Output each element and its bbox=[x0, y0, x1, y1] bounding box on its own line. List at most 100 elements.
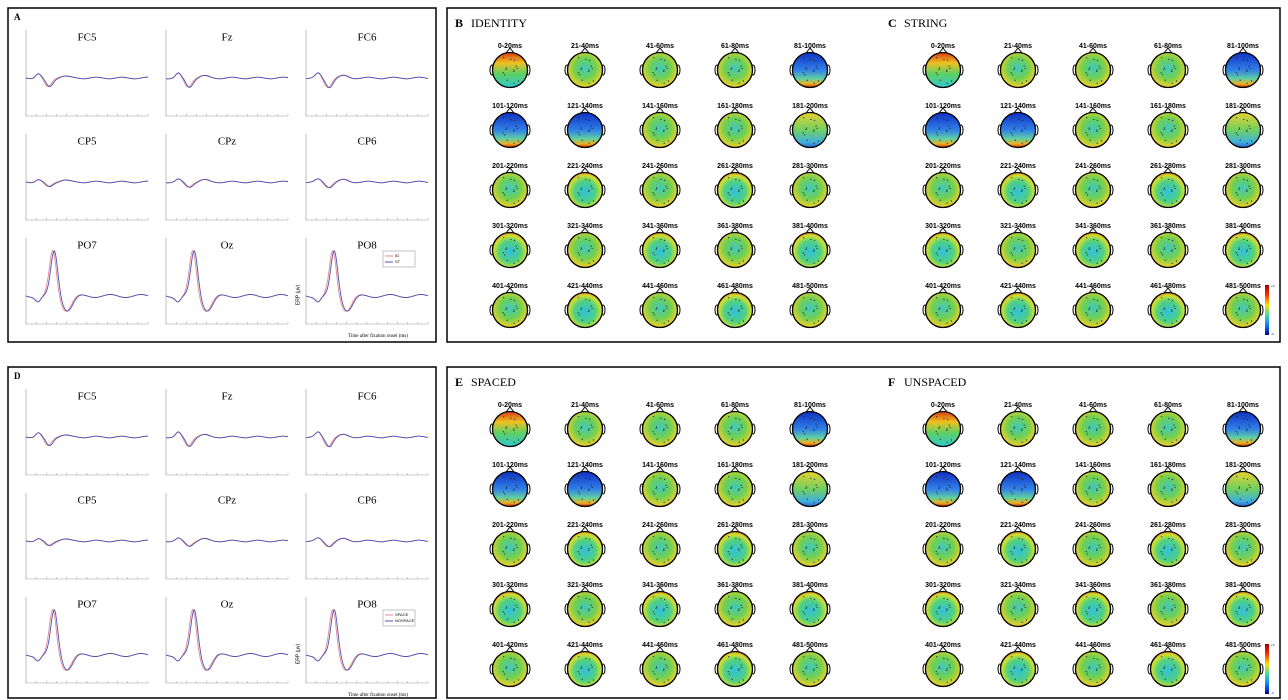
electrode bbox=[1096, 489, 1098, 491]
electrode bbox=[1099, 606, 1101, 609]
electrode bbox=[1175, 679, 1178, 681]
electrode bbox=[505, 667, 507, 669]
waveform bbox=[305, 609, 429, 671]
electrode bbox=[513, 681, 515, 683]
electrode bbox=[806, 558, 808, 560]
head-nose bbox=[655, 406, 665, 413]
electrode bbox=[1250, 320, 1253, 322]
electrode bbox=[1246, 262, 1248, 264]
electrode bbox=[1096, 250, 1098, 252]
electrode bbox=[502, 237, 505, 239]
electrode bbox=[660, 657, 662, 660]
colorbar-label: -3 bbox=[1271, 691, 1274, 695]
channel-label: Fz bbox=[222, 32, 233, 44]
time-window-label: 161-180ms bbox=[1150, 103, 1186, 110]
time-window-label: 241-260ms bbox=[1075, 522, 1111, 529]
electrode bbox=[590, 185, 592, 187]
electrode bbox=[1021, 429, 1023, 431]
channel-label: CP6 bbox=[358, 495, 377, 507]
electrode bbox=[581, 199, 583, 201]
head-nose bbox=[938, 167, 948, 174]
electrode bbox=[652, 476, 655, 478]
electrode bbox=[1168, 298, 1170, 301]
electrode bbox=[516, 67, 518, 70]
electrode bbox=[950, 80, 953, 82]
head-nose bbox=[655, 227, 665, 234]
electrode bbox=[1087, 314, 1089, 316]
electrode bbox=[817, 200, 820, 202]
electrode bbox=[1010, 57, 1013, 59]
panel-letter: E bbox=[455, 375, 463, 389]
electrode bbox=[513, 202, 515, 204]
electrode bbox=[727, 596, 730, 598]
electrode bbox=[1163, 667, 1165, 669]
electrode bbox=[949, 546, 951, 549]
electrode bbox=[580, 427, 582, 429]
electrode bbox=[1012, 74, 1014, 76]
electrode bbox=[1235, 57, 1238, 59]
electrode bbox=[663, 189, 665, 191]
electrode bbox=[738, 538, 741, 541]
electrode bbox=[1096, 548, 1098, 550]
electrode bbox=[1013, 426, 1016, 428]
electrode bbox=[802, 536, 805, 538]
electrode bbox=[1089, 259, 1091, 261]
head-nose bbox=[580, 167, 590, 174]
electrode bbox=[730, 187, 733, 189]
topo-map bbox=[924, 171, 962, 209]
electrode bbox=[1093, 597, 1095, 600]
electrode bbox=[937, 314, 939, 316]
electrode bbox=[813, 69, 815, 71]
electrode bbox=[813, 249, 815, 251]
electrode bbox=[1014, 79, 1016, 81]
time-window-label: 281-300ms bbox=[1225, 522, 1261, 529]
electrode bbox=[1087, 673, 1089, 675]
electrode bbox=[655, 127, 658, 129]
electrode bbox=[1100, 80, 1103, 82]
electrode bbox=[1087, 134, 1089, 136]
electrode bbox=[1243, 118, 1245, 121]
electrode bbox=[655, 486, 658, 488]
electrode bbox=[579, 433, 581, 435]
electrode bbox=[1100, 439, 1103, 441]
electrode bbox=[1171, 59, 1174, 62]
electrode bbox=[1014, 498, 1016, 500]
electrode bbox=[741, 307, 743, 310]
electrode bbox=[806, 438, 808, 440]
electrode bbox=[939, 438, 941, 440]
electrode bbox=[727, 132, 729, 134]
electrode bbox=[517, 559, 520, 561]
electrode bbox=[946, 189, 948, 191]
electrode bbox=[1096, 428, 1098, 430]
electrode bbox=[805, 187, 808, 189]
topo-map bbox=[491, 171, 529, 209]
electrode bbox=[727, 117, 730, 119]
electrode bbox=[505, 248, 507, 250]
electrode bbox=[513, 239, 516, 242]
electrode bbox=[943, 477, 945, 480]
electrode bbox=[1085, 192, 1087, 194]
head-nose bbox=[805, 107, 815, 114]
electrode bbox=[738, 179, 741, 182]
topo-map bbox=[791, 111, 829, 149]
electrode bbox=[663, 179, 666, 182]
electrode bbox=[1246, 621, 1248, 623]
electrode bbox=[802, 252, 804, 254]
head-nose bbox=[1238, 287, 1248, 294]
electrode bbox=[1012, 314, 1014, 316]
electrode bbox=[935, 611, 937, 613]
electrode bbox=[1235, 117, 1238, 119]
electrode bbox=[810, 657, 812, 660]
electrode bbox=[1021, 609, 1023, 611]
electrode bbox=[813, 322, 815, 324]
electrode bbox=[948, 245, 950, 247]
electrode bbox=[579, 493, 581, 495]
electrode bbox=[1021, 549, 1023, 551]
head-nose bbox=[938, 107, 948, 114]
head-nose bbox=[805, 526, 815, 533]
time-window-label: 101-120ms bbox=[492, 103, 528, 110]
electrode bbox=[1238, 487, 1240, 489]
electrode bbox=[742, 260, 745, 262]
electrode bbox=[1013, 68, 1015, 70]
electrode bbox=[738, 250, 740, 252]
